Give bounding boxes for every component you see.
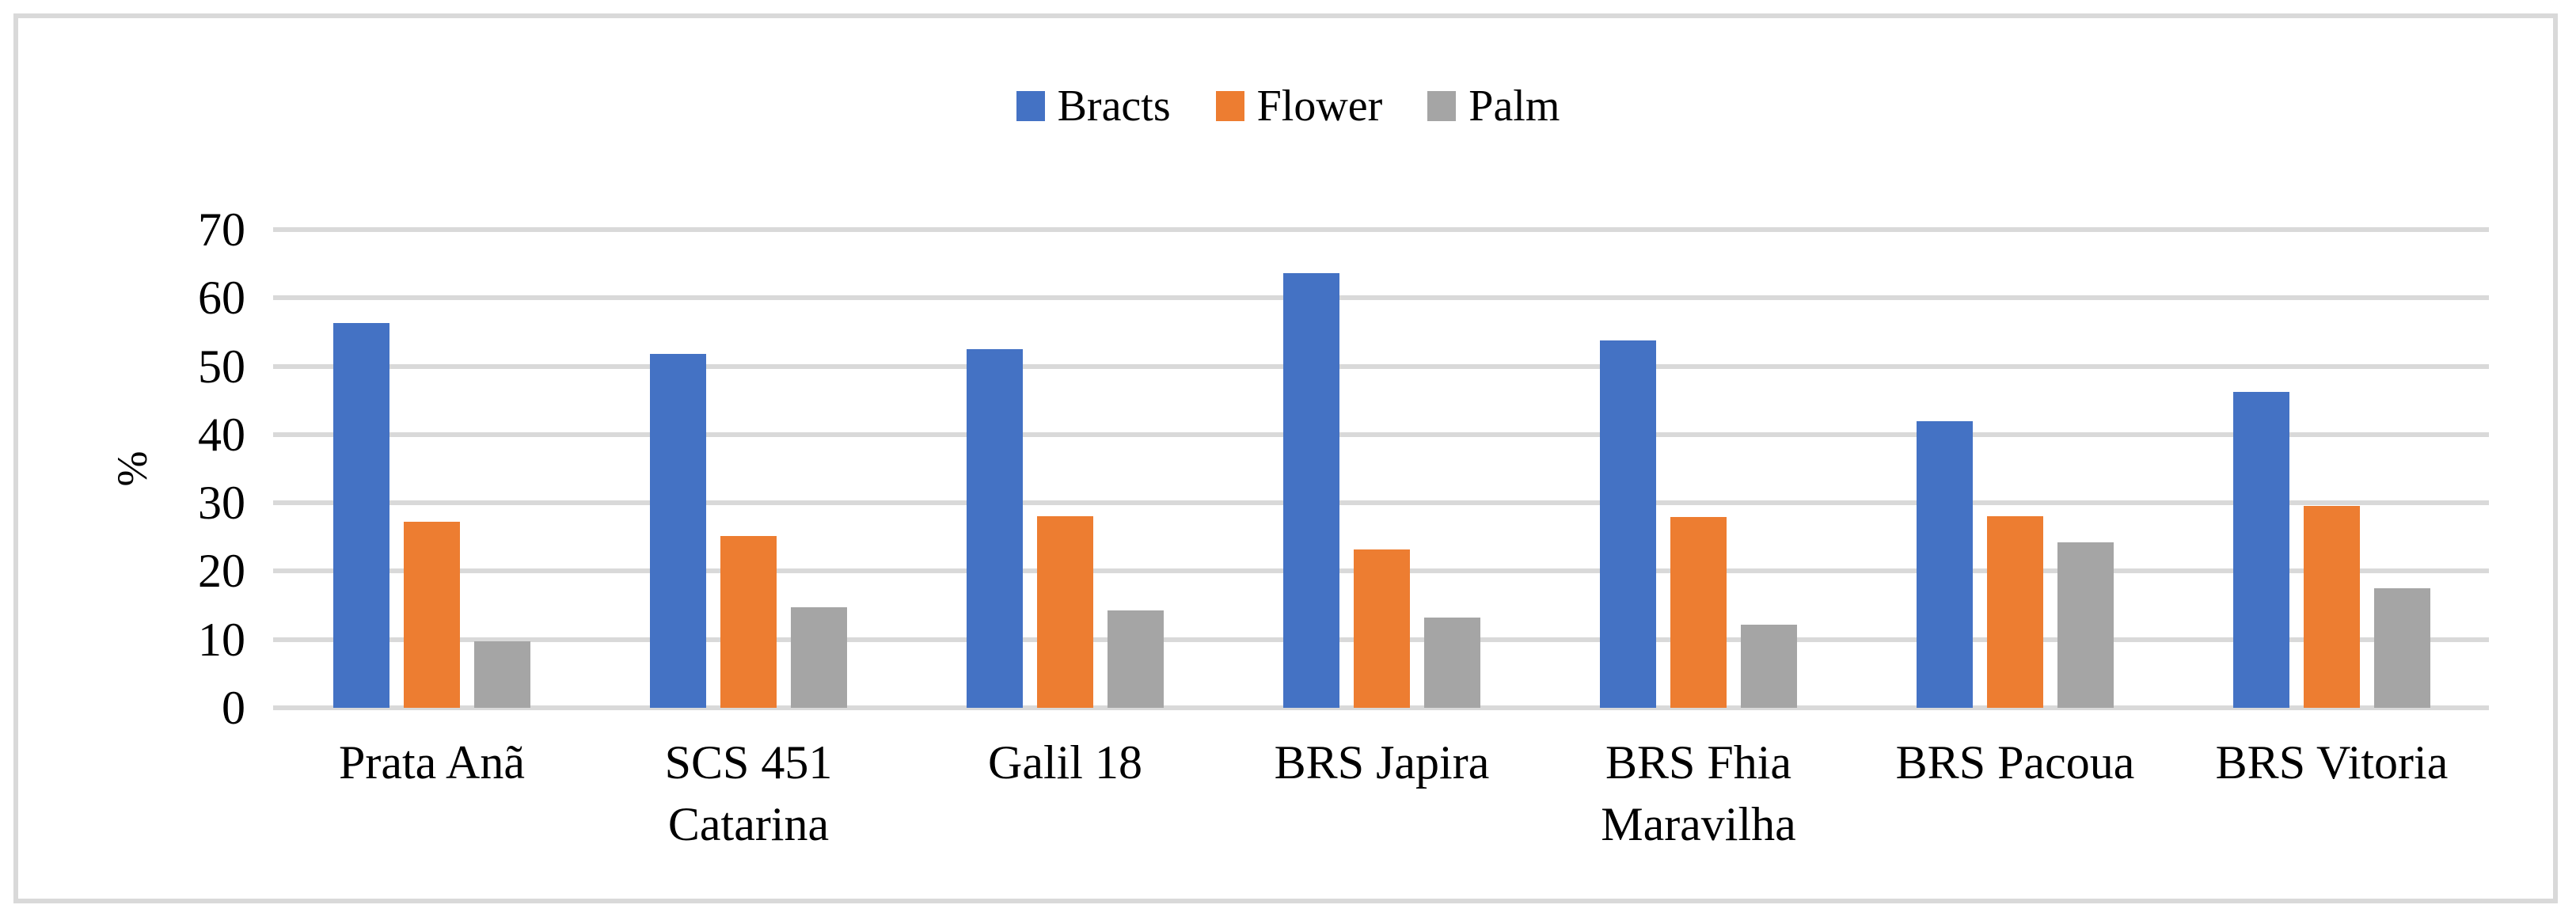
bar-bracts-4 xyxy=(1283,273,1339,708)
bar-flower-5 xyxy=(1670,517,1727,708)
x-category-label-3: Galil 18 xyxy=(907,732,1224,793)
legend-item-bracts: Bracts xyxy=(1016,78,1171,135)
bar-palm-2 xyxy=(791,607,847,708)
bar-bracts-2 xyxy=(650,354,706,708)
legend-swatch-icon xyxy=(1427,91,1457,121)
bar-palm-5 xyxy=(1741,624,1797,708)
bar-bracts-7 xyxy=(2233,392,2289,708)
bar-bracts-3 xyxy=(967,349,1023,708)
y-tick-label-30: 30 xyxy=(198,477,245,530)
y-tick-label-70: 70 xyxy=(198,203,245,256)
x-category-label-line: SCS 451 xyxy=(664,736,833,789)
chart-legend: Bracts Flower Palm xyxy=(0,78,2576,135)
bar-palm-6 xyxy=(2057,542,2114,708)
x-category-label-line: BRS Pacoua xyxy=(1895,736,2135,789)
x-category-label-line: Galil 18 xyxy=(988,736,1142,789)
legend-item-flower: Flower xyxy=(1215,78,1383,135)
x-category-label-4: BRS Japira xyxy=(1224,732,1541,793)
y-tick-label-40: 40 xyxy=(198,408,245,461)
legend-swatch-icon xyxy=(1215,91,1244,121)
x-category-label-line: Prata Anã xyxy=(339,736,525,789)
gridline-y-40 xyxy=(273,431,2489,437)
y-tick-label-10: 10 xyxy=(198,613,245,666)
bar-bracts-1 xyxy=(333,323,389,708)
bar-flower-2 xyxy=(720,536,777,708)
legend-item-palm: Palm xyxy=(1427,78,1560,135)
legend-label: Bracts xyxy=(1057,82,1171,131)
x-category-label-line: Maravilha xyxy=(1601,798,1796,850)
y-tick-label-20: 20 xyxy=(198,545,245,598)
gridline-y-50 xyxy=(273,363,2489,369)
legend-label: Palm xyxy=(1468,82,1560,131)
x-category-label-line: BRS Fhia xyxy=(1605,736,1792,789)
legend-label: Flower xyxy=(1256,82,1383,131)
bar-bracts-5 xyxy=(1600,340,1656,708)
bar-flower-4 xyxy=(1354,549,1410,708)
y-tick-label-0: 0 xyxy=(222,682,245,734)
bar-bracts-6 xyxy=(1917,421,1973,708)
gridline-y-70 xyxy=(273,227,2489,232)
bar-palm-4 xyxy=(1424,618,1480,708)
x-category-label-1: Prata Anã xyxy=(274,732,591,793)
y-tick-label-60: 60 xyxy=(198,272,245,325)
bar-palm-3 xyxy=(1108,610,1164,708)
gridline-y-0 xyxy=(273,705,2489,710)
x-category-label-6: BRS Pacoua xyxy=(1857,732,2174,793)
plot-area xyxy=(273,227,2489,710)
x-category-label-line: BRS Japira xyxy=(1274,736,1490,789)
legend-swatch-icon xyxy=(1016,91,1045,121)
bar-palm-7 xyxy=(2374,588,2430,708)
bar-flower-7 xyxy=(2304,506,2360,708)
x-category-label-2: SCS 451 Catarina xyxy=(591,732,907,855)
gridline-y-60 xyxy=(273,295,2489,301)
bar-flower-6 xyxy=(1987,516,2043,708)
y-tick-label-50: 50 xyxy=(198,340,245,393)
x-category-label-7: BRS Vitoria xyxy=(2174,732,2491,793)
x-category-label-5: BRS Fhia Maravilha xyxy=(1541,732,1857,855)
x-category-label-line: Catarina xyxy=(667,798,830,850)
gridline-y-30 xyxy=(273,500,2489,506)
bar-palm-1 xyxy=(474,641,530,708)
x-category-label-line: BRS Vitoria xyxy=(2215,736,2449,789)
bar-flower-1 xyxy=(404,522,460,708)
bar-flower-3 xyxy=(1037,515,1093,708)
